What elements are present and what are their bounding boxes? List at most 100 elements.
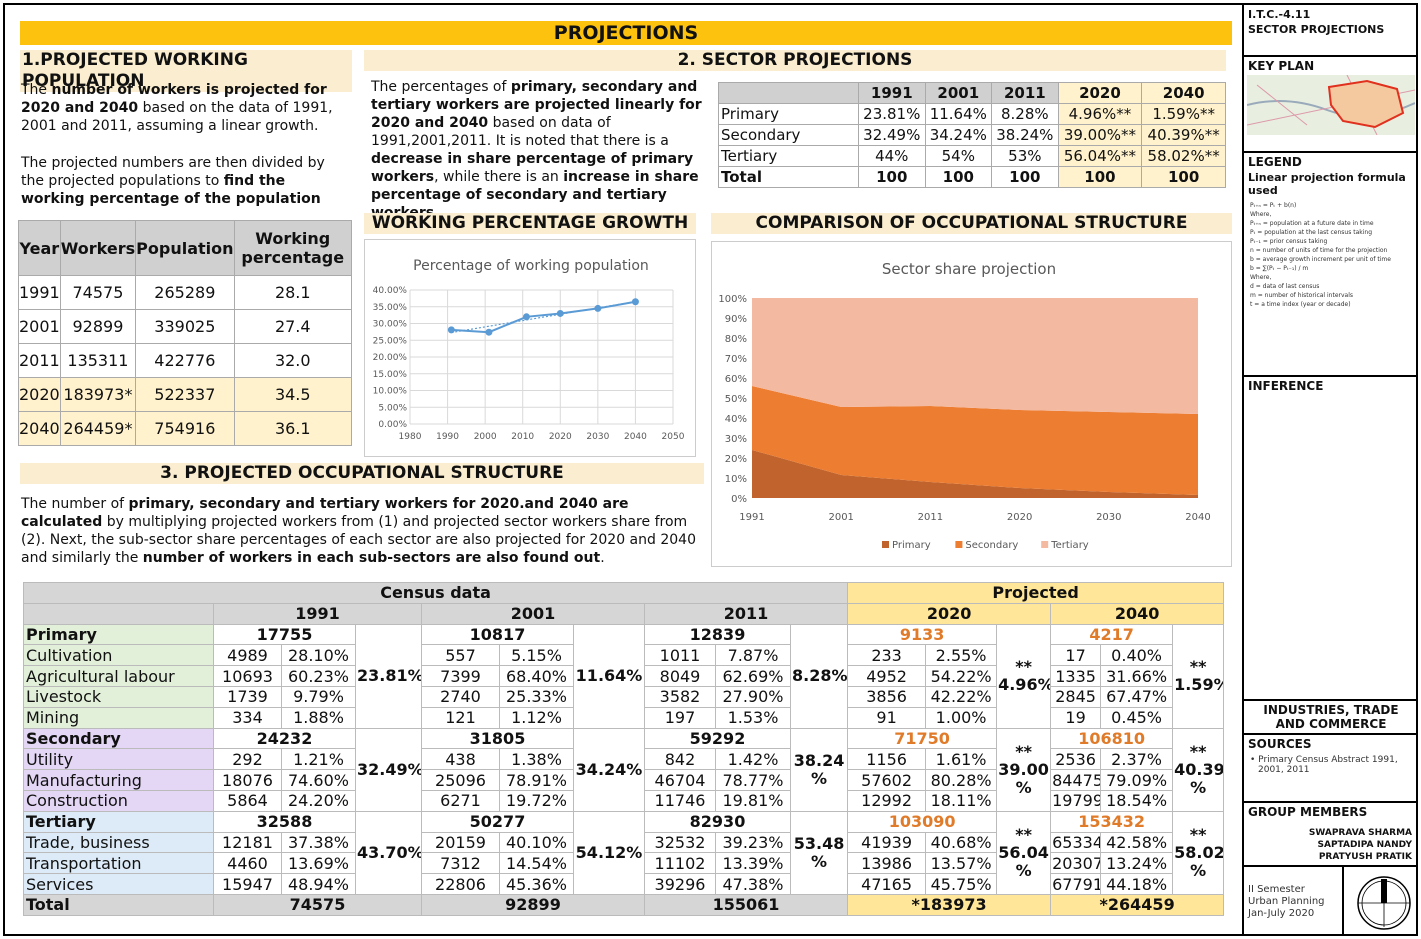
table-cell <box>23 602 214 625</box>
growth-chart-svg: Percentage of working population 0.00% 5.0… <box>373 258 685 442</box>
table-cell: 11.64% <box>924 103 993 125</box>
table-cell: 92899 <box>59 309 137 344</box>
share-cell: 45.75% <box>925 873 998 895</box>
data-point <box>594 304 602 312</box>
workers-cell: 5864 <box>213 789 282 812</box>
sector-total: 106810 <box>1050 727 1174 750</box>
sector-label: Tertiary <box>23 810 214 833</box>
session: Jan-July 2020 <box>1248 908 1315 919</box>
source-item: • Primary Census Abstract 1991, 2001, 20… <box>1250 755 1398 775</box>
chart-title: Sector share projection <box>882 260 1056 278</box>
table-cell: 23.81% <box>858 103 926 125</box>
table-header: Population <box>135 220 235 276</box>
workers-cell: 20307 <box>1050 852 1102 875</box>
share-cell: 13.39% <box>715 852 791 875</box>
group-box: GROUP MEMBERS SWAPRAVA SHARMA SAPTADIPA … <box>1244 803 1418 867</box>
table-row: Tertiary 44% 54% 53% 56.04%** 58.02%** <box>718 145 1226 167</box>
member-list: SWAPRAVA SHARMA SAPTADIPA NANDY PRATYUSH… <box>1244 821 1418 863</box>
formula-line: m = number of historical intervals <box>1250 292 1354 299</box>
workers-cell: 842 <box>644 748 716 771</box>
legend-label: Secondary <box>965 540 1018 551</box>
table-cell: 2040 <box>18 411 61 446</box>
table-cell: 183973* <box>59 377 137 412</box>
x-tick-label: 2030 <box>586 432 609 442</box>
year-header: 2011 <box>643 602 849 625</box>
workers-cell: 6271 <box>421 789 500 812</box>
sector-label: Primary <box>23 623 214 646</box>
subsector-label: Utility <box>23 748 214 771</box>
group-title: GROUP MEMBERS <box>1248 805 1368 819</box>
table-row: 2040 264459* 754916 36.1 <box>18 411 353 446</box>
workers-cell: 13986 <box>847 852 927 875</box>
occupational-structure-table: Census data Projected 1991 2001 2011 2020 2040… <box>22 582 1225 916</box>
table-row: Mining 334 1.88% 121 1.12% 197 1.53% 91 1.00% 19 0… <box>23 706 1224 729</box>
sector-total: 32588 <box>213 810 356 833</box>
table-row: 2020 183973* 522337 34.5 <box>18 377 353 412</box>
workers-cell: 4989 <box>213 644 282 667</box>
share-cell: 47.38% <box>715 873 791 895</box>
workers-cell: 1156 <box>847 748 927 771</box>
formula-line: Where, <box>1250 274 1272 281</box>
workers-cell: 65334 <box>1050 831 1102 854</box>
total-label: Total <box>23 893 214 916</box>
table-row: 2011 135311 422776 32.0 <box>18 343 353 378</box>
sheet-frame <box>3 3 1418 936</box>
year-header: 2020 <box>847 602 1052 625</box>
table-cell: 339025 <box>135 309 235 344</box>
table-cell: 135311 <box>59 343 137 378</box>
legend-swatch <box>955 541 963 548</box>
sector-total: 4217 <box>1050 623 1174 646</box>
table-cell: 36.1 <box>233 411 353 446</box>
sheet-id-box: I.T.C.-4.11 SECTOR PROJECTIONS <box>1244 3 1418 57</box>
x-tick-label: 1990 <box>436 432 459 442</box>
x-tick-label: 2020 <box>549 432 572 442</box>
workers-cell: 11746 <box>644 789 716 812</box>
table-row: Secondary 24232 32.49% 31805 34.24% 59292 38.2… <box>23 727 1225 812</box>
sector-total: 103090 <box>847 810 998 833</box>
y-tick-label: 50% <box>725 394 747 405</box>
share-cell: 13.57% <box>925 852 998 875</box>
year-header: 2040 <box>1050 602 1225 625</box>
table-cell: 27.4 <box>233 309 353 344</box>
sector-total: 71750 <box>847 727 998 750</box>
table-cell: 2001 <box>18 309 61 344</box>
y-tick-label: 30.00% <box>373 320 408 330</box>
share-cell: 18.54% <box>1100 789 1174 812</box>
y-tick-label: 90% <box>725 314 747 325</box>
sector-share: ** 56.04% <box>996 810 1052 895</box>
share-cell: 80.28% <box>925 769 998 791</box>
x-tick-label: 1991 <box>739 512 764 523</box>
x-tick-label: 2000 <box>474 432 497 442</box>
table-row: Construction 5864 24.20% 6271 19.72% 11746 19.… <box>23 789 1224 812</box>
table-cell: 39.00%** <box>1057 124 1143 146</box>
data-point <box>631 298 639 306</box>
grand-total: 74575 <box>213 893 422 916</box>
x-tick-label: 2011 <box>918 512 943 523</box>
workers-cell: 292 <box>213 748 282 771</box>
table-cell: Tertiary <box>718 145 859 167</box>
comparison-chart: Sector share projection 0% 10% 20% 30% 40% 50%… <box>711 241 1232 567</box>
legend-subtitle: Linear projection formula used <box>1248 171 1406 197</box>
share-cell: 1.61% <box>925 748 998 771</box>
sector-total: 153432 <box>1050 810 1174 833</box>
share-cell: 31.66% <box>1100 665 1174 687</box>
share-cell: 24.20% <box>281 789 356 812</box>
table-cell: 32.0 <box>233 343 353 378</box>
comparison-heading: COMPARISON OF OCCUPATIONAL STRUCTURE <box>711 213 1232 234</box>
y-tick-label: 30% <box>725 434 747 445</box>
workers-cell: 46704 <box>644 769 716 791</box>
sector-share: 8.28% <box>789 623 849 729</box>
table-header: 2020 <box>1057 82 1143 104</box>
table-cell: 1.59%** <box>1141 103 1226 125</box>
y-tick-label: 0% <box>731 494 747 505</box>
table-cell: 100 <box>991 166 1059 188</box>
sector-share: 53.48% <box>789 810 849 895</box>
sector-share: 54.12% <box>573 810 645 895</box>
series-line <box>451 300 636 334</box>
x-tick-label: 2001 <box>828 512 853 523</box>
share-cell: 1.88% <box>281 706 356 729</box>
share-cell: 19.81% <box>715 789 791 812</box>
table-cell: 100 <box>1057 166 1143 188</box>
table-row: Total 100 100 100 100 100 <box>718 166 1226 188</box>
member-2: SAPTADIPA NANDY <box>1317 840 1413 850</box>
